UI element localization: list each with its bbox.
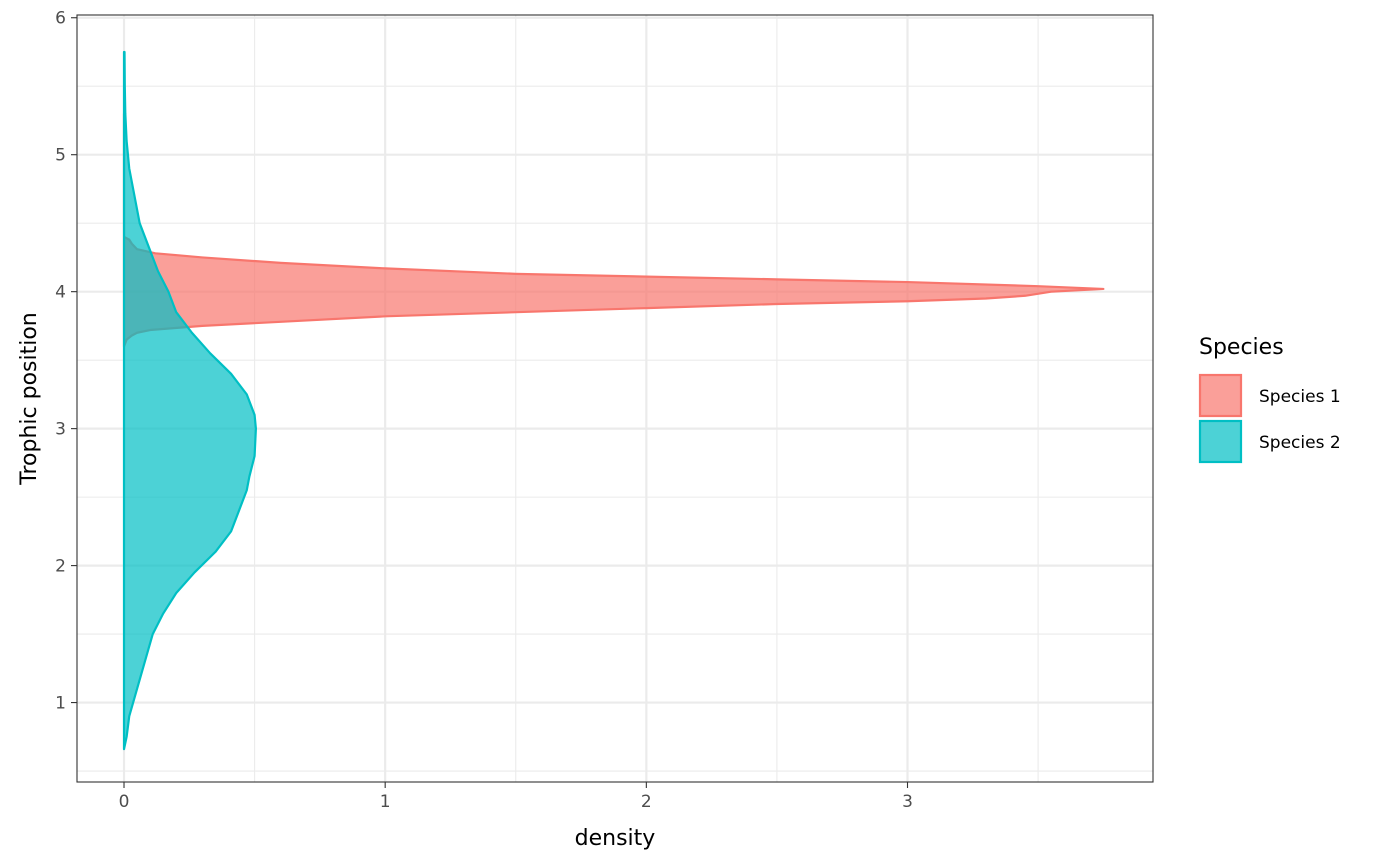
panel-border xyxy=(76,14,1154,783)
y-tick-label: 5 xyxy=(55,146,66,166)
legend-key-series-1 xyxy=(1198,373,1243,418)
y-tick-label: 4 xyxy=(55,283,66,303)
x-tick-label: 1 xyxy=(380,792,391,812)
density-area-series-2 xyxy=(122,50,257,751)
series-layer xyxy=(122,50,1105,751)
density-area-series-1 xyxy=(122,112,1105,348)
y-tick-label: 1 xyxy=(55,694,66,714)
legend-label-series-1: Species 1 xyxy=(1259,387,1341,407)
y-tick-label: 3 xyxy=(55,420,66,440)
x-axis-title: density xyxy=(575,826,656,851)
x-tick-label: 2 xyxy=(641,792,652,812)
x-tick-label: 0 xyxy=(119,792,130,812)
y-axis: 1 2 3 4 5 6 xyxy=(55,9,77,714)
y-axis-title: Trophic position xyxy=(17,312,42,485)
legend-title: Species xyxy=(1199,335,1284,360)
y-tick-label: 2 xyxy=(55,557,66,577)
grid-minor xyxy=(77,15,1153,782)
legend-key-series-2 xyxy=(1198,419,1243,464)
x-axis: 0 1 2 3 xyxy=(119,782,913,812)
legend-label-series-2: Species 2 xyxy=(1259,433,1341,453)
legend: Species Species 1 Species 2 xyxy=(1198,335,1341,464)
x-tick-label: 3 xyxy=(902,792,913,812)
y-tick-label: 6 xyxy=(55,9,66,29)
